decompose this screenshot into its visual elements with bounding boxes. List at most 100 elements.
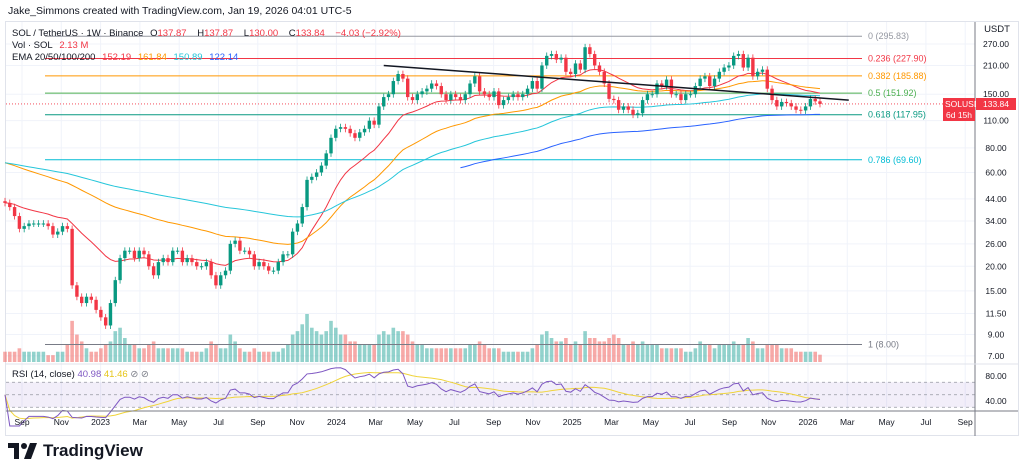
- candle-body: [521, 94, 525, 98]
- volume-bar: [813, 351, 818, 362]
- currency-label[interactable]: USDT: [976, 22, 1018, 36]
- volume-bar: [727, 344, 731, 362]
- candle-body: [137, 250, 141, 259]
- candle: [717, 68, 722, 83]
- candle-body: [569, 71, 573, 75]
- rsi-axis-label: 40.00: [985, 396, 1007, 406]
- candle-body: [775, 100, 779, 107]
- volume-bar: [592, 338, 597, 362]
- candle: [286, 250, 290, 258]
- high-label: H: [197, 28, 205, 39]
- volume-bar: [789, 348, 794, 362]
- volume-bar: [784, 348, 789, 362]
- volume-bar: [578, 344, 583, 362]
- candle-body: [559, 57, 563, 60]
- candle-body: [247, 250, 252, 255]
- volume-bar: [147, 344, 151, 362]
- volume-bar: [410, 341, 415, 362]
- candle-body: [161, 258, 165, 263]
- candle-body: [506, 97, 511, 101]
- candle-body: [262, 262, 266, 267]
- candle-body: [118, 258, 122, 281]
- ema-label[interactable]: EMA 20/50/100/200: [12, 52, 96, 63]
- time-axis-label: May: [171, 417, 188, 427]
- time-axis-label: Jul: [920, 417, 931, 427]
- candle: [779, 98, 784, 110]
- candle: [161, 254, 165, 266]
- candle-body: [626, 106, 630, 110]
- candle: [300, 203, 304, 227]
- candle: [223, 267, 228, 279]
- price-axis-label: 60.00: [985, 167, 1007, 177]
- volume-label[interactable]: Vol · SOL: [12, 40, 53, 51]
- time-axis-label: Nov: [290, 417, 306, 427]
- time-axis-label: Sep: [250, 417, 265, 427]
- candle-body: [760, 69, 765, 72]
- ema50-line: [4, 80, 821, 245]
- candle: [406, 75, 410, 101]
- volume-bar: [602, 341, 607, 362]
- volume-bar: [242, 351, 247, 362]
- fib-level-label: 0.786 (69.60): [868, 155, 922, 165]
- volume-bar: [51, 355, 55, 362]
- candle: [281, 250, 285, 266]
- fib-level-label: 0 (295.83): [868, 31, 909, 41]
- candle-body: [554, 54, 559, 60]
- volume-bar: [377, 334, 381, 362]
- volume-bar: [99, 348, 103, 362]
- candle-body: [636, 113, 640, 115]
- candle-body: [794, 106, 798, 110]
- price-axis-label: 210.00: [983, 60, 1009, 70]
- volume-bar: [199, 351, 204, 362]
- candle: [185, 254, 189, 266]
- volume-bar: [41, 351, 46, 362]
- volume-bar: [717, 344, 722, 362]
- hidden-eye-icon[interactable]: ⊘: [140, 369, 149, 380]
- candle: [262, 258, 266, 270]
- candle: [693, 82, 698, 98]
- time-axis-label: Sep: [722, 417, 737, 427]
- candle-body: [36, 223, 41, 225]
- volume-bar: [703, 344, 707, 362]
- candle: [425, 85, 429, 95]
- hidden-eye-icon[interactable]: ⊘: [130, 369, 139, 380]
- fibonacci-retracement: 0 (295.83) 0.236 (227.90) 0.382 (185.88) 0.…: [6, 31, 975, 350]
- tradingview-logo[interactable]: TradingView: [8, 441, 143, 461]
- candle-body: [578, 63, 582, 70]
- volume-bar: [746, 338, 750, 362]
- volume-bar: [631, 341, 635, 362]
- candle-body: [358, 132, 362, 138]
- candle-body: [204, 262, 209, 267]
- volume-bar: [473, 344, 477, 362]
- volume-bar: [12, 351, 17, 362]
- rsi-label[interactable]: RSI (14, close): [12, 369, 75, 380]
- volume-bar: [540, 334, 544, 362]
- candle-body: [449, 94, 453, 101]
- candle-body: [343, 127, 348, 129]
- candle-body: [214, 275, 218, 286]
- volume-bar: [434, 348, 439, 362]
- candle: [751, 54, 755, 80]
- candle: [36, 220, 41, 227]
- candle: [434, 80, 439, 90]
- time-axis-label: 2024: [327, 417, 346, 427]
- candle: [238, 237, 242, 255]
- candle-body: [573, 63, 578, 75]
- volume-bar: [415, 344, 420, 362]
- symbol-name[interactable]: SOL / TetherUS · 1W · Binance: [12, 28, 144, 39]
- candle: [564, 54, 568, 76]
- candle-body: [640, 100, 645, 114]
- candle: [12, 203, 17, 220]
- candle-body: [736, 54, 741, 56]
- candle-body: [813, 98, 817, 102]
- candle-body: [655, 83, 659, 95]
- volume-bar: [683, 351, 688, 362]
- volume-bar: [108, 341, 113, 362]
- candle: [741, 50, 745, 72]
- volume-bar: [482, 344, 487, 362]
- candle: [156, 258, 161, 279]
- candle-body: [65, 226, 70, 229]
- candle-body: [621, 106, 626, 110]
- candle-body: [151, 266, 156, 276]
